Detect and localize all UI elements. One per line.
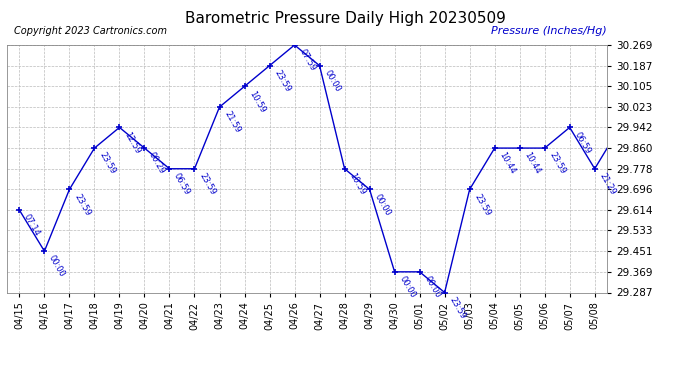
Text: 06:59: 06:59 <box>573 130 592 155</box>
Text: 23:59: 23:59 <box>273 69 292 94</box>
Text: 21:59: 21:59 <box>222 110 242 135</box>
Text: 21:29: 21:29 <box>598 171 617 196</box>
Text: 00:00: 00:00 <box>397 274 417 300</box>
Text: 07:59: 07:59 <box>297 48 317 73</box>
Text: 23:59: 23:59 <box>473 192 492 217</box>
Text: 00:29: 00:29 <box>147 151 167 176</box>
Text: 00:00: 00:00 <box>373 192 392 217</box>
Text: 23:44: 23:44 <box>0 374 1 375</box>
Text: 10:44: 10:44 <box>522 151 542 176</box>
Text: Pressure (Inches/Hg): Pressure (Inches/Hg) <box>491 26 607 36</box>
Text: 23:59: 23:59 <box>447 295 467 321</box>
Text: 10:59: 10:59 <box>247 89 267 114</box>
Text: 23:59: 23:59 <box>547 151 567 176</box>
Text: 07:14: 07:14 <box>22 213 42 238</box>
Text: 10:59: 10:59 <box>347 171 367 196</box>
Text: 23:59: 23:59 <box>97 151 117 176</box>
Text: Copyright 2023 Cartronics.com: Copyright 2023 Cartronics.com <box>14 26 167 36</box>
Text: 12:59: 12:59 <box>122 130 142 155</box>
Text: 06:59: 06:59 <box>172 171 192 197</box>
Text: 23:59: 23:59 <box>197 171 217 197</box>
Text: 00:00: 00:00 <box>422 274 442 300</box>
Text: 10:44: 10:44 <box>497 151 517 176</box>
Text: 00:00: 00:00 <box>322 69 342 93</box>
Text: Barometric Pressure Daily High 20230509: Barometric Pressure Daily High 20230509 <box>184 11 506 26</box>
Text: 23:59: 23:59 <box>72 192 92 217</box>
Text: 00:00: 00:00 <box>47 254 67 279</box>
